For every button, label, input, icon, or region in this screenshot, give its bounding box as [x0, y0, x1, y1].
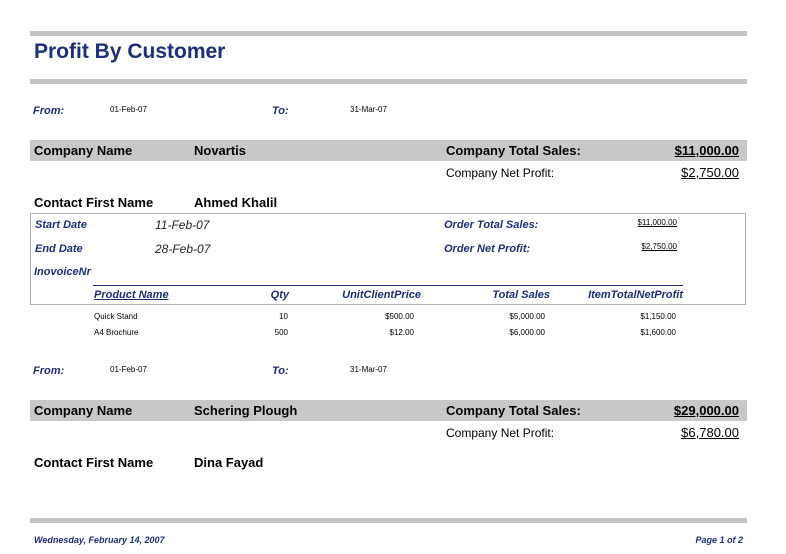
col-product-name: Product Name — [94, 289, 169, 301]
company-total-sales-value-2: $29,000.00 — [673, 403, 739, 418]
to-label: To: — [272, 105, 289, 117]
col-qty: Qty — [270, 289, 289, 301]
top-rule — [30, 31, 747, 36]
from-label: From: — [33, 105, 65, 117]
table-row-2-qty: 500 — [274, 328, 288, 337]
order-box — [30, 213, 746, 305]
invoice-nr-label: InovoiceNr — [34, 266, 91, 278]
from-date: 01-Feb-07 — [110, 105, 147, 114]
col-total-sales: Total Sales — [492, 289, 550, 301]
footer-page-number: Page 1 of 2 — [695, 535, 743, 545]
table-row-2-total-sales: $6,000.00 — [509, 328, 545, 337]
table-row-2-net-profit: $1,600.00 — [640, 328, 676, 337]
order-total-sales-label: Order Total Sales: — [444, 219, 539, 231]
order-net-profit-value: $2,750.00 — [641, 242, 677, 251]
company-name-label: Company Name — [34, 143, 133, 158]
order-net-profit-label: Order Net Profit: — [444, 243, 531, 255]
company-total-sales-label-2: Company Total Sales: — [446, 403, 581, 418]
table-row-2-product: A4 Brochure — [94, 328, 139, 337]
contact-first-name-value: Ahmed Khalil — [194, 195, 278, 210]
contact-first-name-value-2: Dina Fayad — [194, 455, 264, 470]
company-name-label-2: Company Name — [34, 403, 133, 418]
company-total-sales-label: Company Total Sales: — [446, 143, 581, 158]
col-item-total-net-profit: ItemTotalNetProfit — [588, 289, 683, 301]
table-row-2-unit-price: $12.00 — [389, 328, 414, 337]
to-label-2: To: — [272, 365, 289, 377]
start-date-label: Start Date — [35, 219, 87, 231]
start-date-value: 11-Feb-07 — [155, 218, 210, 232]
company-net-profit-label: Company Net Profit: — [446, 166, 555, 180]
contact-first-name-label-2: Contact First Name — [34, 455, 154, 470]
footer-date: Wednesday, February 14, 2007 — [34, 535, 165, 545]
company-name-value: Novartis — [194, 143, 247, 158]
title-rule — [30, 79, 747, 84]
table-row-1-total-sales: $5,000.00 — [509, 312, 545, 321]
company-net-profit-value: $2,750.00 — [681, 165, 739, 180]
company-net-profit-label-2: Company Net Profit: — [446, 426, 555, 440]
table-row-1-product: Quick Stand — [94, 312, 138, 321]
from-date-2: 01-Feb-07 — [110, 365, 147, 374]
order-total-sales-value: $11,000.00 — [637, 218, 677, 227]
column-header-top-rule — [93, 285, 683, 286]
page-title: Profit By Customer — [34, 40, 226, 63]
end-date-label: End Date — [35, 243, 83, 255]
contact-first-name-label: Contact First Name — [34, 195, 154, 210]
table-row-1-net-profit: $1,150.00 — [640, 312, 676, 321]
company-name-value-2: Schering Plough — [194, 403, 298, 418]
col-unit-client-price: UnitClientPrice — [342, 289, 421, 301]
company-header-band — [30, 140, 747, 161]
company-total-sales-value: $11,000.00 — [674, 143, 739, 158]
to-date: 31-Mar-07 — [350, 105, 387, 114]
table-row-1-unit-price: $500.00 — [385, 312, 414, 321]
footer-rule — [30, 518, 747, 523]
company-header-band-2 — [30, 400, 747, 421]
company-net-profit-value-2: $6,780.00 — [681, 425, 739, 440]
table-row-1-qty: 10 — [279, 312, 288, 321]
from-label-2: From: — [33, 365, 65, 377]
end-date-value: 28-Feb-07 — [155, 242, 211, 256]
to-date-2: 31-Mar-07 — [350, 365, 387, 374]
